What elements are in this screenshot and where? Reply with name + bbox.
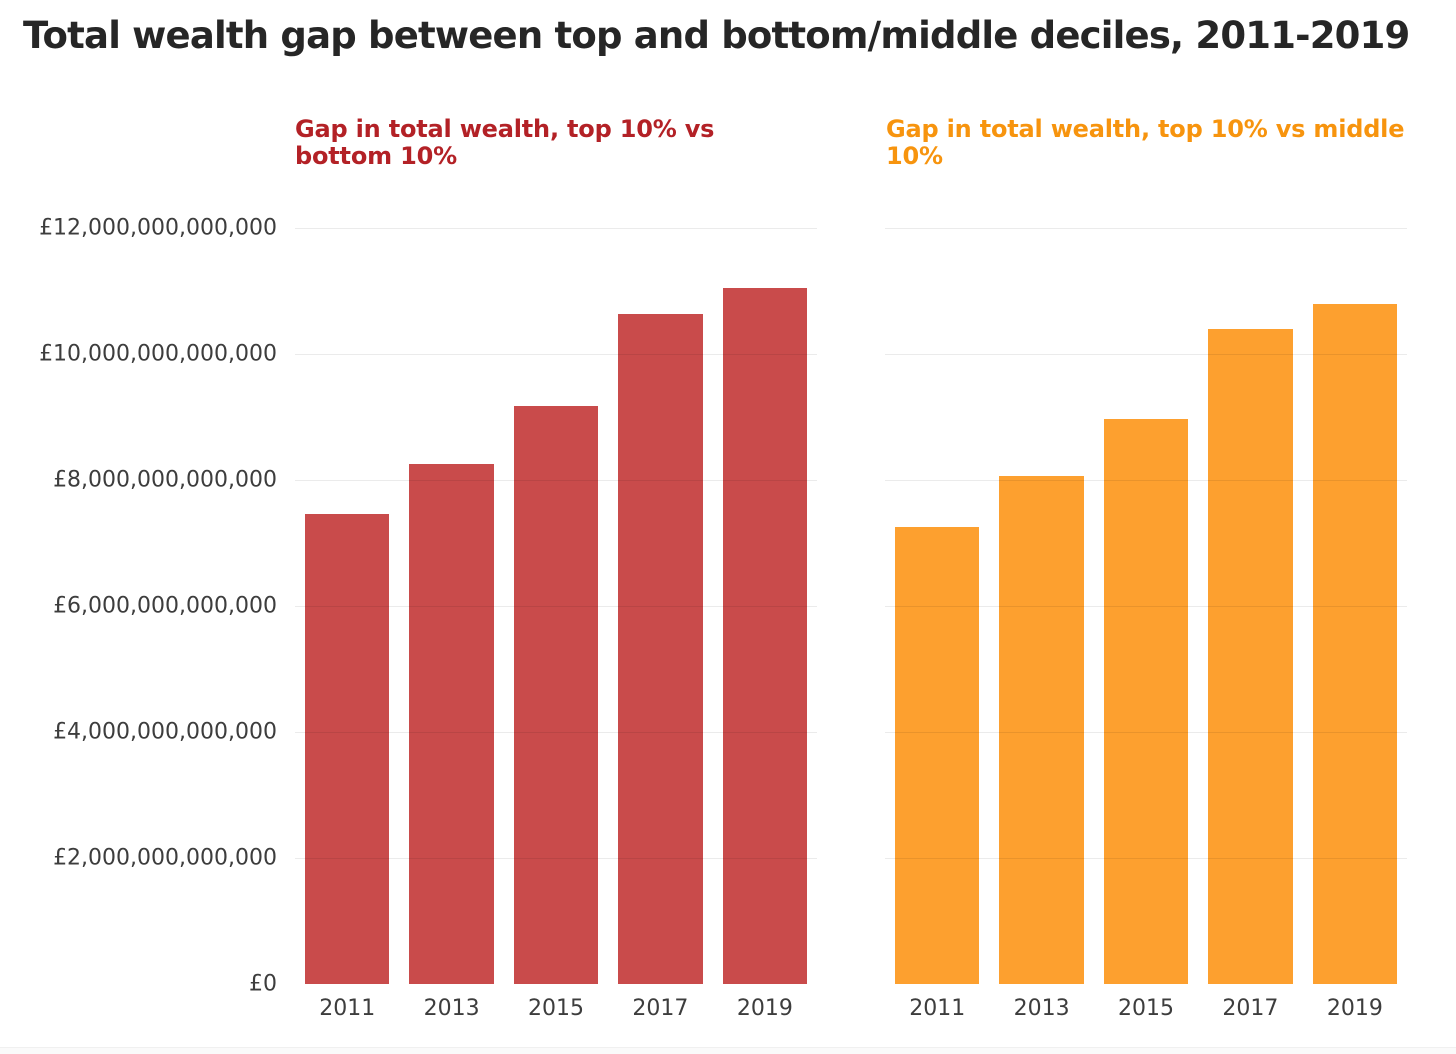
gridline [295,354,817,355]
plot-area-middle10 [885,228,1407,984]
footer-strip [0,1047,1456,1054]
x-tick-label: 2013 [423,996,480,1021]
gridline [295,858,817,859]
x-tick-label: 2013 [1013,996,1070,1021]
panel-subtitle-bottom10: Gap in total wealth, top 10% vs bottom 1… [295,115,715,171]
x-tick-label: 2015 [1118,996,1175,1021]
bar-2017 [618,314,703,984]
x-tick-label: 2019 [736,996,793,1021]
chart-title: Total wealth gap between top and bottom/… [23,14,1410,57]
gridline [885,858,1407,859]
gridline [885,732,1407,733]
bar-2019 [722,288,807,984]
bar-2011 [895,526,980,984]
gridline [295,732,817,733]
gridline [295,228,817,229]
x-tick-label: 2011 [319,996,376,1021]
gridline [885,606,1407,607]
panel-subtitle-middle10: Gap in total wealth, top 10% vs middle 1… [886,115,1405,171]
bar-2011 [305,514,390,984]
y-axis-labels: £12,000,000,000,000 £10,000,000,000,000 £8… [0,216,277,997]
y-tick-label: £4,000,000,000,000 [53,719,277,745]
bar-2013 [999,475,1084,984]
x-tick-label: 2017 [632,996,689,1021]
plot-area-bottom10 [295,228,817,984]
y-tick-label: £10,000,000,000,000 [39,341,277,367]
x-tick-label: 2015 [528,996,585,1021]
x-axis-labels-bottom10: 2011 2013 2015 2017 2019 [295,996,817,1021]
x-tick-label: 2019 [1326,996,1383,1021]
y-tick-label: £6,000,000,000,000 [53,593,277,619]
x-tick-label: 2011 [909,996,966,1021]
y-tick-label: £0 [249,971,277,997]
bar-2019 [1312,304,1397,984]
gridline [885,228,1407,229]
bar-2017 [1208,329,1293,984]
gridline [295,480,817,481]
y-tick-label: £12,000,000,000,000 [39,215,277,241]
x-tick-label: 2017 [1222,996,1279,1021]
bar-2015 [513,405,599,984]
y-tick-label: £2,000,000,000,000 [53,845,277,871]
gridline [295,606,817,607]
bar-2013 [409,463,494,984]
x-axis-labels-middle10: 2011 2013 2015 2017 2019 [885,996,1407,1021]
gridline [885,480,1407,481]
y-tick-label: £8,000,000,000,000 [53,467,277,493]
gridline [885,354,1407,355]
bar-2015 [1103,418,1189,984]
